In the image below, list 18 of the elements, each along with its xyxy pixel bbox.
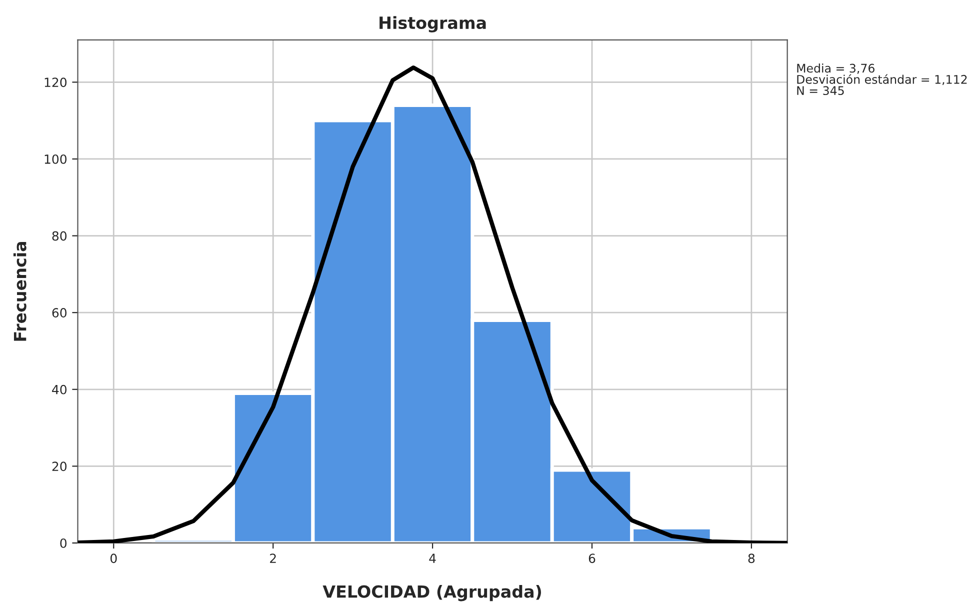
text: Desviación estándar = 1,112 bbox=[797, 74, 967, 86]
chart-title: Histograma bbox=[380, 16, 486, 32]
y-tick-label: 0 bbox=[60, 538, 67, 548]
y-tick-label: 120 bbox=[44, 78, 67, 88]
y-axis-title: Frecuencia bbox=[13, 242, 26, 341]
x-tick-label: 2 bbox=[270, 554, 276, 563]
y-tick-label: 20 bbox=[52, 462, 67, 472]
x-tick-label: 6 bbox=[588, 554, 596, 564]
y-tick-label: 80 bbox=[52, 231, 67, 241]
x-axis-title: VELOCIDAD (Agrupada) bbox=[322, 584, 541, 602]
y-tick-label: 40 bbox=[52, 384, 67, 394]
y-tick-label: 60 bbox=[52, 308, 67, 318]
x-tick-label: 4 bbox=[429, 554, 436, 563]
text: N = 345 bbox=[797, 86, 844, 96]
text: Media = 3,76 bbox=[797, 64, 874, 74]
x-tick-label: 0 bbox=[110, 554, 117, 564]
x-tick-label: 8 bbox=[748, 554, 755, 564]
y-tick-label: 100 bbox=[44, 154, 67, 164]
